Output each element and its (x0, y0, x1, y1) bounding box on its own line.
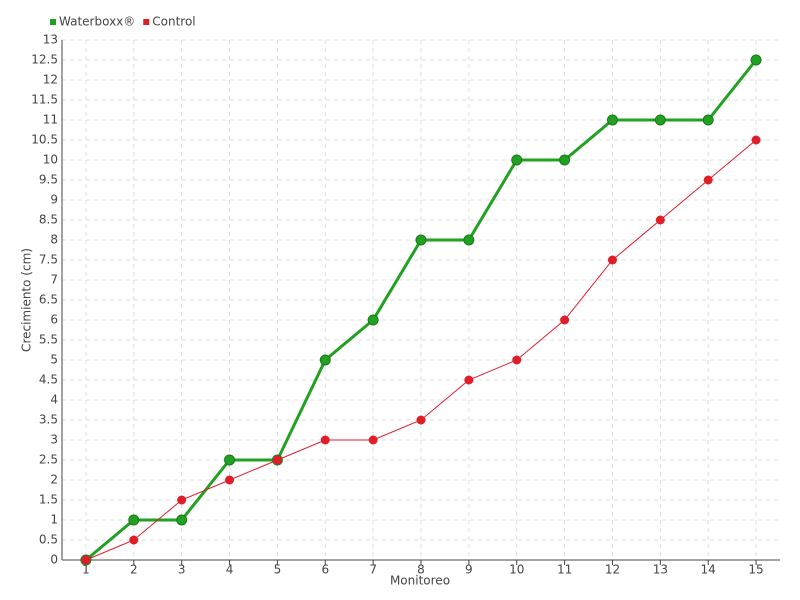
y-tick-label: 12.5 (31, 53, 58, 67)
y-tick-label: 0 (50, 553, 58, 567)
x-tick-label: 3 (178, 563, 186, 577)
x-tick-label: 11 (557, 563, 572, 577)
data-point (511, 154, 523, 166)
y-tick-label: 3.5 (39, 413, 58, 427)
x-tick-label: 13 (653, 563, 668, 577)
x-tick-label: 9 (465, 563, 473, 577)
y-tick-label: 2 (50, 473, 58, 487)
data-point (606, 114, 618, 126)
y-tick-label: 1.5 (39, 493, 58, 507)
y-tick-label: 11.5 (31, 93, 58, 107)
y-tick-label: 1 (50, 513, 58, 527)
y-tick-label: 5 (50, 353, 58, 367)
x-tick-label: 1 (82, 563, 90, 577)
series-line (84, 59, 758, 562)
data-point (367, 314, 379, 326)
data-point (559, 154, 571, 166)
data-point (176, 514, 188, 526)
data-point (751, 135, 761, 145)
y-tick-label: 4 (50, 393, 58, 407)
y-tick-label: 10 (43, 153, 58, 167)
data-point (224, 454, 236, 466)
x-tick-label: 15 (748, 563, 763, 577)
x-tick-label: 6 (321, 563, 329, 577)
y-tick-label: 5.5 (39, 333, 58, 347)
data-point (225, 475, 235, 485)
legend-swatch (50, 19, 56, 25)
data-point (654, 114, 666, 126)
x-tick-label: 8 (417, 563, 425, 577)
data-point (81, 555, 91, 565)
x-tick-label: 5 (274, 563, 282, 577)
y-tick-label: 12 (43, 73, 58, 87)
data-point (319, 354, 331, 366)
x-tick-label: 4 (226, 563, 234, 577)
data-point (702, 114, 714, 126)
data-point (416, 415, 426, 425)
y-tick-label: 7 (50, 273, 58, 287)
y-tick-label: 0.5 (39, 533, 58, 547)
y-tick-label: 6 (50, 313, 58, 327)
y-tick-label: 2.5 (39, 453, 58, 467)
x-tick-label: 12 (605, 563, 620, 577)
x-tick-label: 14 (701, 563, 716, 577)
data-point (703, 175, 713, 185)
data-point (177, 495, 187, 505)
legend-label: Control (152, 15, 195, 29)
y-tick-label: 11 (43, 113, 58, 127)
data-point (512, 355, 522, 365)
x-tick-label: 10 (509, 563, 524, 577)
data-point (464, 375, 474, 385)
y-tick-label: 13 (43, 33, 58, 47)
y-tick-label: 4.5 (39, 373, 58, 387)
data-point (463, 234, 475, 246)
y-tick-label: 8.5 (39, 213, 58, 227)
x-tick-label: 7 (369, 563, 377, 577)
data-point (655, 215, 665, 225)
legend-label: Waterboxx® (59, 15, 135, 29)
data-point (128, 514, 140, 526)
data-point (415, 234, 427, 246)
data-point (320, 435, 330, 445)
y-tick-label: 9 (50, 193, 58, 207)
data-point (607, 255, 617, 265)
x-tick-label: 2 (130, 563, 138, 577)
y-tick-label: 10.5 (31, 133, 58, 147)
y-axis-label: Crecimiento (cm) (20, 248, 34, 352)
data-point (272, 455, 282, 465)
data-point (560, 315, 570, 325)
y-tick-label: 9.5 (39, 173, 58, 187)
y-tick-label: 7.5 (39, 253, 58, 267)
y-tick-label: 8 (50, 233, 58, 247)
data-point (368, 435, 378, 445)
y-tick-label: 6.5 (39, 293, 58, 307)
data-point (129, 535, 139, 545)
y-tick-label: 3 (50, 433, 58, 447)
data-point (750, 54, 762, 66)
legend-swatch (143, 19, 150, 25)
x-axis-label: Monitoreo (390, 574, 450, 588)
